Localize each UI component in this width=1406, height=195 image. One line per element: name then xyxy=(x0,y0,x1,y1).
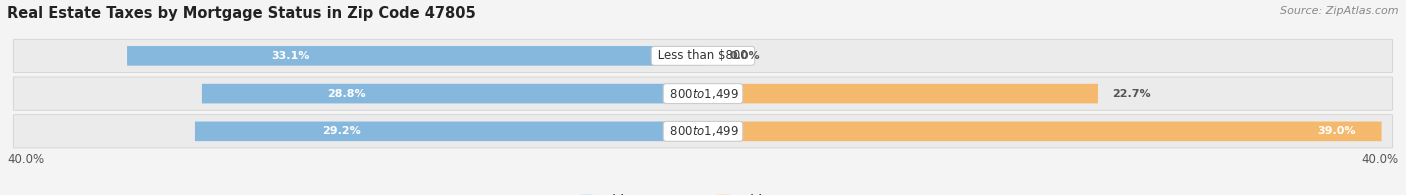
FancyBboxPatch shape xyxy=(13,77,1393,110)
FancyBboxPatch shape xyxy=(13,115,1393,148)
Text: 29.2%: 29.2% xyxy=(322,126,361,136)
Text: 28.8%: 28.8% xyxy=(328,89,366,99)
FancyBboxPatch shape xyxy=(703,121,1382,141)
Text: 39.0%: 39.0% xyxy=(1317,126,1355,136)
Text: 40.0%: 40.0% xyxy=(1362,153,1399,166)
FancyBboxPatch shape xyxy=(13,39,1393,73)
FancyBboxPatch shape xyxy=(127,46,703,66)
FancyBboxPatch shape xyxy=(703,84,1098,103)
Text: 0.0%: 0.0% xyxy=(730,51,759,61)
Text: 22.7%: 22.7% xyxy=(1112,89,1150,99)
Text: Source: ZipAtlas.com: Source: ZipAtlas.com xyxy=(1281,6,1399,16)
Text: Less than $800: Less than $800 xyxy=(654,49,752,62)
FancyBboxPatch shape xyxy=(202,84,703,103)
FancyBboxPatch shape xyxy=(195,121,703,141)
Legend: Without Mortgage, With Mortgage: Without Mortgage, With Mortgage xyxy=(581,194,825,195)
Text: Real Estate Taxes by Mortgage Status in Zip Code 47805: Real Estate Taxes by Mortgage Status in … xyxy=(7,6,475,21)
Text: 33.1%: 33.1% xyxy=(271,51,309,61)
Text: $800 to $1,499: $800 to $1,499 xyxy=(666,124,740,138)
Text: 40.0%: 40.0% xyxy=(7,153,44,166)
Text: $800 to $1,499: $800 to $1,499 xyxy=(666,87,740,101)
